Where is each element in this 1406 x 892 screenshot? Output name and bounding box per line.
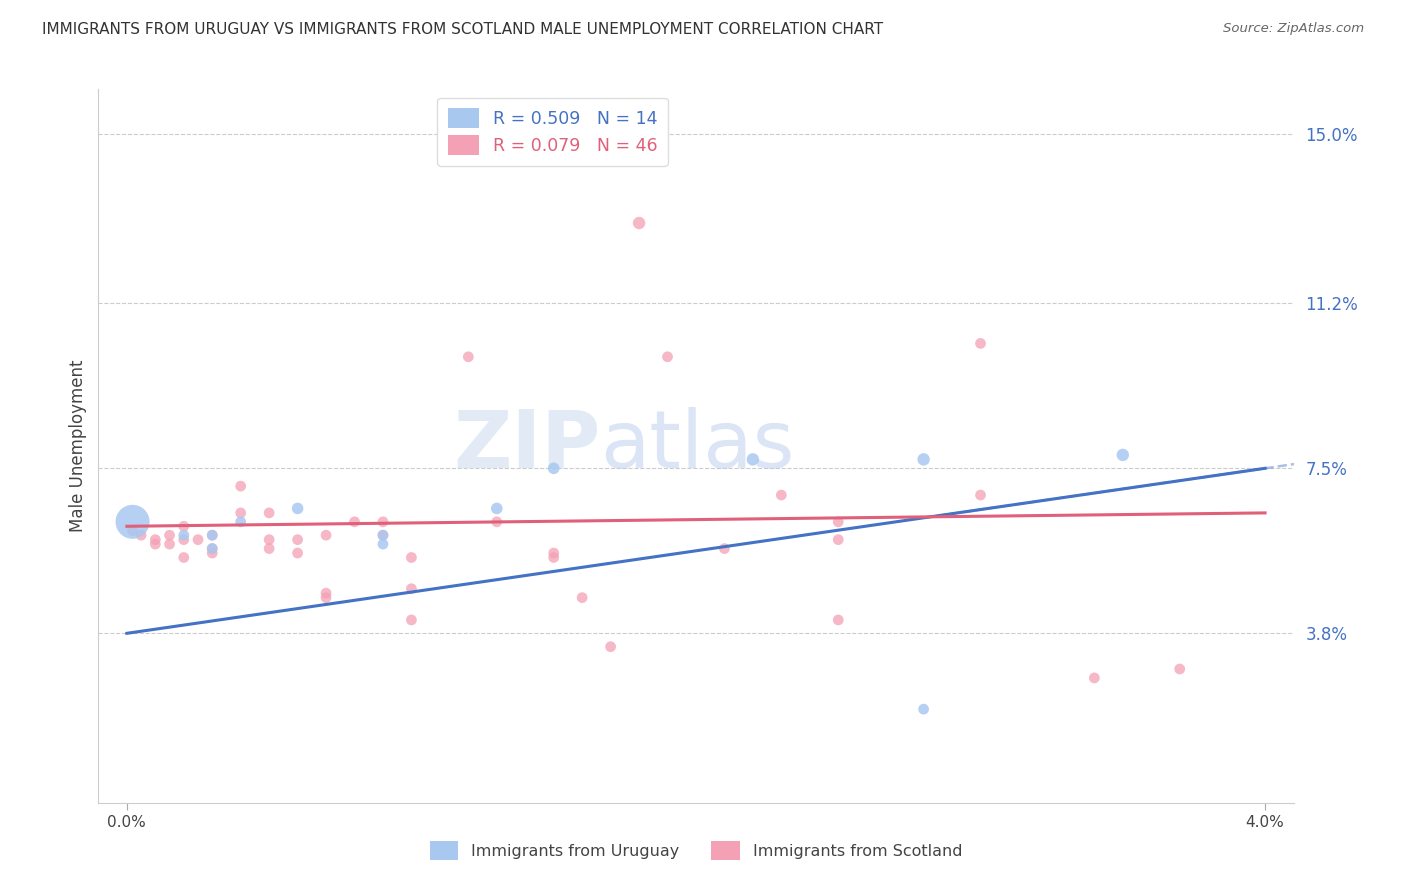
Point [571,591,593,605]
Point [159,528,181,542]
Point [599,640,621,654]
Point [201,528,224,542]
Point [1112,448,1135,462]
Point [201,541,224,556]
Point [343,515,366,529]
Point [657,350,679,364]
Point [121,524,143,538]
Text: IMMIGRANTS FROM URUGUAY VS IMMIGRANTS FROM SCOTLAND MALE UNEMPLOYMENT CORRELATIO: IMMIGRANTS FROM URUGUAY VS IMMIGRANTS FR… [42,22,883,37]
Point [173,519,195,533]
Text: Source: ZipAtlas.com: Source: ZipAtlas.com [1223,22,1364,36]
Legend: Immigrants from Uruguay, Immigrants from Scotland: Immigrants from Uruguay, Immigrants from… [423,835,969,866]
Point [173,528,195,542]
Point [827,613,849,627]
Point [201,528,224,542]
Point [371,528,394,542]
Point [912,702,935,716]
Point [173,533,195,547]
Text: atlas: atlas [600,407,794,485]
Point [315,586,337,600]
Point [173,550,195,565]
Point [713,541,735,556]
Point [159,537,181,551]
Point [201,541,224,556]
Point [287,533,309,547]
Point [401,613,423,627]
Point [371,537,394,551]
Point [129,528,152,542]
Point [741,452,763,467]
Point [969,336,991,351]
Point [187,533,209,547]
Point [315,528,337,542]
Point [770,488,793,502]
Point [371,528,394,542]
Point [827,533,849,547]
Text: ZIP: ZIP [453,407,600,485]
Point [201,546,224,560]
Point [543,461,565,475]
Point [1083,671,1105,685]
Y-axis label: Male Unemployment: Male Unemployment [69,359,87,533]
Point [485,515,508,529]
Point [371,515,394,529]
Point [229,479,252,493]
Point [485,501,508,516]
Point [543,550,565,565]
Point [827,515,849,529]
Point [257,533,280,547]
Point [257,506,280,520]
Point [628,216,651,230]
Point [229,515,252,529]
Point [457,350,479,364]
Point [1168,662,1191,676]
Point [257,541,280,556]
Point [287,546,309,560]
Point [315,591,337,605]
Point [121,515,143,529]
Point [143,537,166,551]
Point [543,546,565,560]
Point [401,582,423,596]
Point [401,550,423,565]
Point [287,501,309,516]
Point [229,506,252,520]
Point [143,533,166,547]
Point [969,488,991,502]
Point [912,452,935,467]
